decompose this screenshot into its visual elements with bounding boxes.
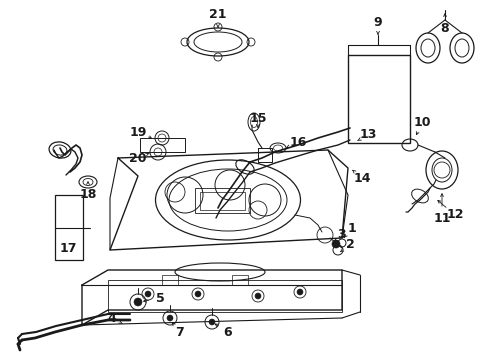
Text: 15: 15 [249,112,266,125]
Text: 1: 1 [347,221,356,234]
Text: 7: 7 [175,325,184,338]
Text: 19: 19 [129,126,146,139]
Text: 13: 13 [359,129,376,141]
Bar [347,55,409,143]
Bar [162,275,178,285]
Text: 21: 21 [209,9,226,22]
Text: 17: 17 [59,242,77,255]
Circle shape [296,289,303,295]
Text: 14: 14 [352,171,370,184]
Text: 10: 10 [412,116,430,129]
Text: 8: 8 [440,22,448,35]
Text: 12: 12 [446,208,463,221]
Bar [55,195,83,260]
Text: 11: 11 [432,211,450,225]
Circle shape [167,315,173,321]
Circle shape [195,291,201,297]
Bar [231,275,247,285]
Circle shape [331,240,339,248]
Text: 4: 4 [107,311,116,324]
Text: 18: 18 [79,189,97,202]
Text: 20: 20 [129,152,146,165]
Text: 6: 6 [223,325,232,338]
Bar [140,138,184,152]
Text: 5: 5 [155,292,164,305]
Circle shape [145,291,151,297]
Text: 16: 16 [289,135,306,148]
Circle shape [134,298,142,306]
Circle shape [254,293,261,299]
Text: 2: 2 [345,238,354,252]
Circle shape [208,319,215,325]
Text: 9: 9 [373,15,382,28]
Bar [108,280,341,312]
Bar [200,192,244,210]
Text: 3: 3 [337,229,346,242]
Bar [195,188,249,213]
